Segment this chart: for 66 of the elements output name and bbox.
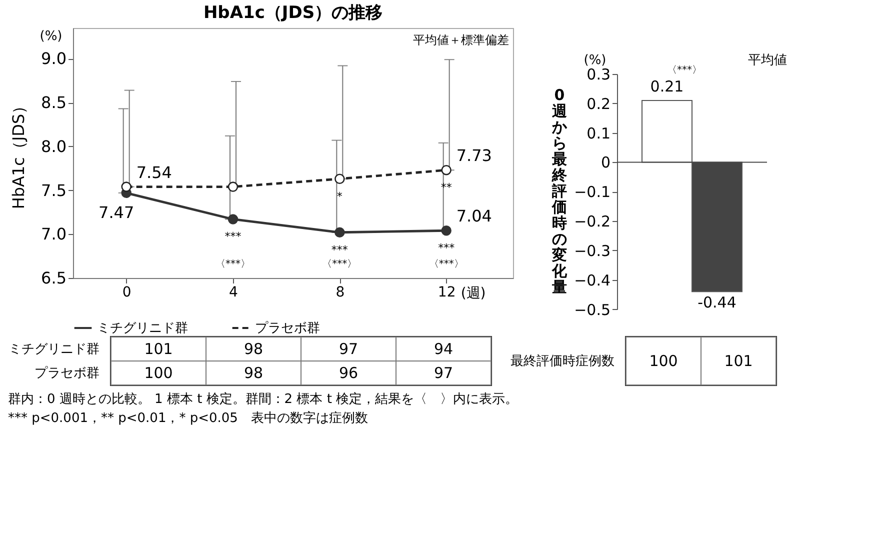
data-label: 0.21 [650,77,684,96]
data-label: 7.73 [456,146,492,166]
point [121,182,132,192]
y-axis-title: HbA1c（JDS） [9,98,28,210]
x-tick-label: 8 [336,284,345,300]
data-label: 97 [338,340,358,358]
data-label: 98 [244,340,264,358]
data-label: 101 [724,352,753,370]
x-tick-label: 12 [438,284,456,300]
y-tick-label: −0.1 [574,183,610,202]
annotation: 平均値＋標準偏差 [413,33,509,47]
text: (%) [40,29,62,44]
y-tick-label: 9.0 [41,49,66,68]
y-tick-label: 0.3 [586,66,610,84]
y-tick-label: 0.2 [586,94,610,113]
y-tick-label: −0.2 [574,212,610,231]
y-tick-label: プラセボ群 [34,366,100,381]
y-tick-label: 8.5 [41,93,66,112]
point [228,214,238,224]
annotation: *** [438,242,456,255]
y-tick-label: 8.0 [41,136,66,156]
annotation: 〈***〉 [216,259,250,270]
data-label: 100 [144,364,173,382]
y-tick-label: ミチグリニド群 [8,342,100,357]
y-tick-label: 7.0 [41,224,66,244]
y-tick-label: 最終評価時症例数 [510,354,614,369]
point [441,226,452,236]
data-label: 97 [434,364,454,382]
data-label: 7.54 [136,162,172,182]
text: (%) [584,53,606,68]
text: 0週から最終評価時の変化量 [552,86,568,296]
y-tick-label: −0.4 [574,271,610,290]
data-label: 96 [338,364,358,382]
annotation: 〈***〉 [322,259,358,270]
chart-title: HbA1c（JDS）の推移 [203,3,383,23]
point [441,164,452,176]
data-label: 7.47 [98,202,134,222]
annotation: ** [440,181,452,194]
annotation: 〈***〉 [428,259,464,270]
data-label: 100 [649,352,678,370]
y-tick-label: 7.5 [41,180,66,200]
annotation: 〈***〉 [667,65,702,76]
data-label: 7.04 [456,206,492,226]
point [334,174,345,184]
data-label: -0.44 [698,294,736,312]
x-tick-label: 0 [122,284,132,300]
point [228,182,238,192]
data-label: 101 [144,340,173,358]
y-tick-label: 0.1 [586,124,610,142]
x-tick-label: 4 [229,284,238,300]
y-tick-label: 6.5 [41,268,66,288]
data-label: 94 [434,340,454,358]
legend-label: プラセボ群 [255,321,320,336]
text: *** p<0.001，** p<0.01，* p<0.05 表中の数字は症例数 [8,410,369,428]
x-axis-title: (週) [460,286,486,302]
y-tick-label: 0 [600,154,610,172]
data-label: 98 [244,364,264,382]
point [334,227,345,238]
annotation: * [336,190,343,203]
legend-label: ミチグリニド群 [97,321,188,336]
text: 群内：0 週時との比較。 1 標本 t 検定。群間：2 標本 t 検定，結果を〈 〉内に表示。 [8,391,520,409]
annotation: *** [224,230,242,244]
text: 平均値 [748,53,787,68]
y-tick-label: −0.3 [574,242,610,260]
annotation: *** [331,243,348,256]
y-tick-label: −0.5 [574,300,610,319]
